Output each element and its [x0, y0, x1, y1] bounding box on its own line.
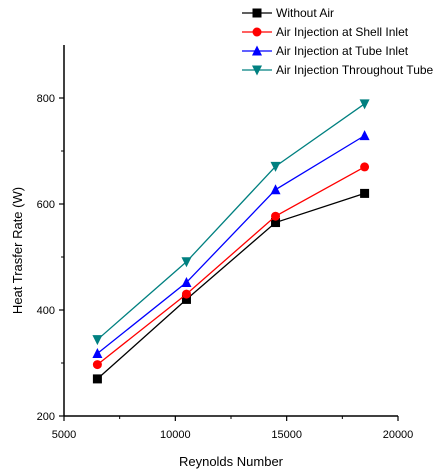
data-point: [181, 289, 191, 299]
data-point: [360, 188, 370, 198]
y-ticks: 200 400 600 800: [37, 93, 64, 423]
data-point: [92, 360, 102, 370]
legend-item: Air Injection at Shell Inlet: [242, 25, 409, 39]
data-point: [92, 335, 103, 346]
data-point: [359, 99, 370, 110]
y-tick-label: 200: [37, 411, 55, 423]
y-tick-label: 600: [37, 199, 55, 211]
series-1: [92, 188, 370, 384]
legend-label: Air Injection Throughout Tube: [276, 63, 434, 77]
data-point: [181, 276, 192, 287]
legend-label: Air Injection at Tube Inlet: [276, 44, 409, 58]
data-point: [92, 347, 103, 358]
x-axis-title: Reynolds Number: [179, 454, 284, 469]
legend-marker: [252, 65, 262, 76]
series-4: [92, 99, 370, 346]
data-point: [360, 162, 370, 172]
series-line: [96, 192, 365, 380]
legend-marker: [252, 45, 262, 56]
y-tick-label: 400: [37, 305, 55, 317]
legend-label: Without Air: [276, 6, 334, 20]
data-point: [271, 211, 281, 221]
series-line: [96, 166, 365, 366]
data-point: [271, 218, 281, 228]
series-line: [96, 135, 365, 354]
x-ticks: 5000 10000 15000 20000: [52, 416, 414, 441]
legend-marker: [252, 27, 262, 37]
x-tick-label: 20000: [383, 429, 414, 441]
y-tick-label: 800: [37, 93, 55, 105]
y-axis-title: Heat Trasfer Rate (W): [10, 187, 25, 314]
x-tick-label: 15000: [271, 429, 302, 441]
x-tick-label: 5000: [52, 429, 76, 441]
axes: [63, 45, 398, 417]
legend-label: Air Injection at Shell Inlet: [276, 25, 409, 39]
legend-marker: [252, 8, 262, 18]
series-3: [92, 130, 370, 358]
series-line: [96, 103, 365, 341]
data-point: [270, 161, 281, 172]
x-tick-label: 10000: [160, 429, 191, 441]
data-point: [270, 184, 281, 195]
series-2: [92, 162, 370, 370]
legend-item: Air Injection at Tube Inlet: [242, 44, 409, 58]
data-point: [181, 257, 192, 268]
legend-item: Air Injection Throughout Tube: [242, 63, 434, 77]
data-point: [92, 374, 102, 384]
legend-item: Without Air: [242, 6, 334, 20]
legend: Without Air Air Injection at Shell Inlet A…: [242, 6, 434, 77]
data-point: [181, 294, 191, 304]
series-layer: [92, 99, 370, 384]
data-point: [359, 130, 370, 141]
